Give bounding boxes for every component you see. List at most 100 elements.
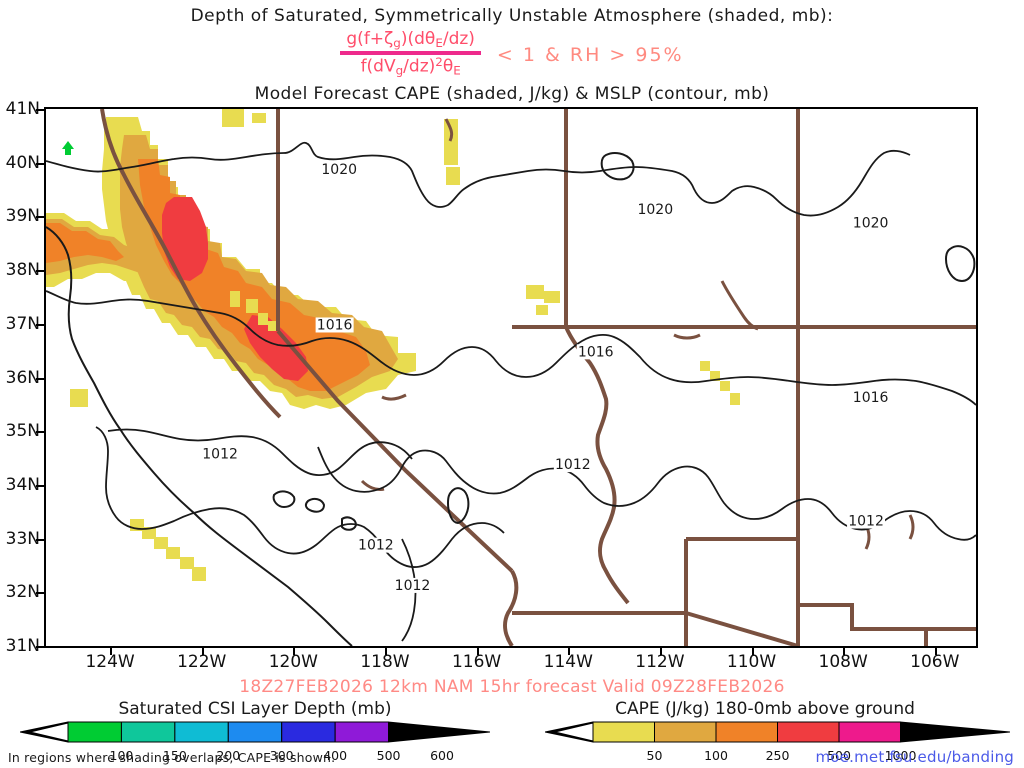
colorbar-band	[281, 721, 336, 743]
lat-tick-label: 32N	[5, 582, 40, 603]
state-borders	[100, 109, 976, 646]
lat-tick-label: 37N	[5, 313, 40, 334]
lon-tick	[293, 648, 296, 655]
formula-fraction: g(f+ζg)(dθE/dz) f(dVg/dz)2θE	[340, 30, 481, 77]
lat-tick-label: 35N	[5, 421, 40, 442]
lon-tick-label: 110W	[726, 652, 777, 672]
forecast-valid-line: 18Z27FEB2026 12km NAM 15hr forecast Vali…	[239, 677, 785, 697]
csi-shaded-field	[62, 141, 74, 155]
colorbar-tick-label: 200	[216, 748, 241, 763]
contour-label: 1016	[578, 344, 614, 360]
lon-tick-label: 112W	[635, 652, 685, 672]
forecast-map[interactable]: 1020 1020 1020 1016 1016 1016 1012 1012 1012 1012…	[44, 107, 978, 648]
cape-shaded-field	[46, 117, 416, 409]
colorbar-strip[interactable]	[544, 720, 1011, 744]
lon-tick-label: 108W	[818, 652, 868, 672]
attribution-link[interactable]: moe.met.fsu.edu/banding	[815, 748, 1014, 766]
lon-tick-label: 116W	[451, 652, 502, 672]
colorbar-tick-label: 250	[765, 748, 790, 763]
lat-tick	[36, 323, 44, 326]
lon-tick	[568, 648, 571, 655]
colorbar-tick-label: 600	[430, 748, 454, 763]
colorbar-band	[592, 721, 655, 743]
colorbar-title-csi: Saturated CSI Layer Depth (mb)	[118, 699, 392, 719]
formula-numerator: g(f+ζg)(dθE/dz)	[346, 29, 475, 50]
colorbar-cape[interactable]: 50 100 250 500 1000	[544, 720, 1011, 764]
csi-criterion-formula: g(f+ζg)(dθE/dz) f(dVg/dz)2θE < 1 & RH > …	[0, 30, 1024, 77]
page-title: Depth of Saturated, Symmetrically Unstab…	[190, 6, 834, 26]
colorbar-band	[715, 721, 778, 743]
colorbar-tick-label: 100	[704, 748, 728, 763]
page-subtitle: Model Forecast CAPE (shaded, J/kg) & MSL…	[254, 84, 770, 104]
contour-label: 1020	[321, 162, 357, 178]
lon-tick-label: 124W	[85, 652, 135, 672]
lon-tick-label: 114W	[543, 652, 593, 672]
colorbar-title-cape: CAPE (J/kg) 180-0mb above ground	[615, 699, 915, 719]
colorbar-band	[120, 721, 176, 743]
colorbar-tick-label: 1000	[884, 748, 917, 763]
colorbar-band	[838, 721, 901, 743]
lon-tick-label: 122W	[177, 652, 227, 672]
lat-tick-label: 41N	[5, 99, 40, 119]
lat-tick	[36, 377, 44, 380]
lat-tick	[36, 216, 44, 219]
lat-tick	[36, 109, 44, 111]
colorbar-tick-label: 400	[323, 748, 348, 763]
colorbar-band	[654, 721, 717, 743]
colorbar-tick-label: 50	[646, 748, 663, 763]
contour-label: 1020	[637, 202, 673, 218]
colorbar-band	[227, 721, 283, 743]
colorbar-tick-label: 300	[269, 748, 294, 763]
lat-tick	[36, 538, 44, 541]
colorbar-tick-label: 150	[162, 748, 187, 763]
lat-tick	[36, 592, 44, 595]
colorbar-band	[334, 721, 390, 743]
colorbar-tick-label: 500	[827, 748, 851, 763]
lat-tick-label: 36N	[5, 367, 40, 388]
fraction-bar	[340, 50, 481, 55]
contour-label: 1016	[317, 317, 353, 333]
contour-label: 1012	[555, 457, 591, 473]
colorbar-ticklabels: 50 100 250 500 1000	[545, 748, 1010, 764]
lon-tick	[201, 648, 204, 655]
contour-label: 1012	[202, 446, 238, 462]
overlap-note: In regions where shading overlaps, CAPE …	[8, 750, 336, 765]
lat-tick-label: 39N	[5, 206, 40, 227]
colorbar-band	[67, 721, 122, 743]
formula-denominator: f(dVg/dz)2θE	[360, 54, 461, 78]
colorbar-tick-label: 500	[376, 748, 401, 763]
contour-label: 1012	[358, 538, 394, 554]
lat-tick-label: 34N	[5, 474, 40, 495]
colorbar-ticklabels: 100 150 200 300 400 500 600	[20, 748, 490, 764]
lon-tick	[934, 648, 937, 655]
contour-label: 1012	[848, 513, 884, 529]
lon-tick-label: 120W	[268, 652, 318, 672]
lat-tick-label: 33N	[5, 528, 40, 549]
colorbar-band	[174, 721, 229, 743]
contour-label: 1016	[853, 390, 889, 406]
lon-tick	[385, 648, 387, 655]
cape-scattered-cells	[70, 109, 740, 581]
lon-tick	[476, 648, 479, 655]
lon-tick-label: 118W	[360, 652, 410, 672]
lon-tick	[659, 648, 662, 655]
contour-label: 1020	[853, 215, 889, 231]
map-canvas: 1020 1020 1020 1016 1016 1016 1012 1012 1012 1012…	[46, 109, 976, 646]
colorbar-csi[interactable]: 100 150 200 300 400 500 600	[19, 720, 491, 764]
lon-tick-label: 106W	[910, 652, 960, 672]
lat-tick	[36, 270, 44, 273]
lat-tick	[36, 162, 44, 165]
mslp-contour-labels: 1020 1020 1020 1016 1016 1016 1012 1012 1012 1012…	[201, 161, 890, 594]
contour-label: 1012	[395, 578, 431, 594]
lat-tick	[36, 484, 44, 487]
colorbar-band	[777, 721, 840, 743]
colorbar-strip[interactable]	[19, 720, 491, 744]
lon-tick	[110, 648, 113, 655]
coastline	[46, 152, 976, 646]
lon-tick	[843, 648, 846, 655]
colorbar-tick-label: 100	[109, 748, 134, 763]
lat-tick	[36, 431, 44, 434]
lat-tick-label: 38N	[5, 260, 40, 281]
formula-inequality: < 1 & RH > 95%	[496, 44, 684, 67]
lon-tick	[751, 648, 754, 655]
